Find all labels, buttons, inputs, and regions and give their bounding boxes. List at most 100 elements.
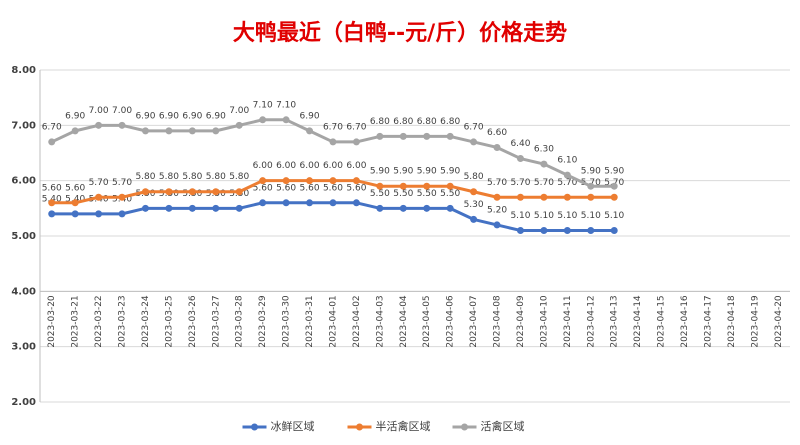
legend-label: 冰鲜区域 [271,419,315,433]
data-point [423,182,431,190]
data-label: 6.00 [276,161,296,171]
data-point [212,204,220,212]
data-point [493,143,501,151]
data-label: 5.70 [557,178,577,188]
data-point [282,116,290,124]
data-point [71,127,79,135]
data-label: 5.10 [581,211,601,221]
data-label: 5.10 [557,211,577,221]
data-label: 5.50 [393,189,413,199]
data-point [95,210,103,218]
data-point [493,221,501,229]
y-tick-label: 2.00 [11,397,36,408]
x-tick-label: 2023-04-16 [680,295,690,348]
data-label: 5.60 [323,183,343,193]
x-tick-label: 2023-04-02 [352,295,362,347]
data-label: 5.80 [159,172,179,182]
data-label: 6.70 [323,122,343,132]
data-label: 6.80 [417,117,437,127]
x-tick-label: 2023-03-21 [71,295,81,347]
data-label: 6.00 [253,161,273,171]
data-point [165,204,173,212]
data-point [376,182,384,190]
data-point [376,204,384,212]
data-label: 7.00 [229,106,249,116]
data-point [282,199,290,207]
x-tick-label: 2023-04-15 [657,295,667,347]
data-point [118,121,126,129]
data-point [376,132,384,140]
x-tick-label: 2023-04-18 [727,295,737,348]
data-point [118,210,126,218]
x-tick-label: 2023-04-05 [422,295,432,347]
data-label: 5.70 [534,178,554,188]
data-label: 6.90 [182,111,202,121]
y-tick-label: 6.00 [11,176,36,187]
data-label: 5.60 [300,183,320,193]
data-point [282,177,290,185]
data-point [141,188,149,196]
data-label: 5.50 [440,189,460,199]
x-tick-label: 2023-03-28 [235,295,245,348]
data-label: 6.90 [300,111,320,121]
data-point [141,204,149,212]
data-label: 5.90 [581,167,601,177]
data-point [306,177,314,185]
data-point [540,226,548,234]
data-label: 6.90 [65,111,85,121]
data-point [118,193,126,201]
data-point [587,193,595,201]
data-label: 6.00 [323,161,343,171]
x-tick-label: 2023-04-07 [469,295,479,347]
data-point [235,121,243,129]
data-point [329,177,337,185]
data-point [610,226,618,234]
data-label: 5.50 [370,189,390,199]
data-label: 5.10 [604,211,624,221]
data-point [423,132,431,140]
data-label: 6.70 [42,122,62,132]
data-point [259,177,267,185]
data-label: 5.80 [229,172,249,182]
data-label: 6.00 [346,161,366,171]
x-tick-label: 2023-04-12 [586,295,596,347]
x-tick-label: 2023-04-14 [633,295,643,348]
data-label: 5.60 [253,183,273,193]
data-label: 7.00 [112,106,132,116]
data-point [399,182,407,190]
data-point [306,127,314,135]
data-point [610,182,618,190]
data-point [212,188,220,196]
x-tick-label: 2023-03-20 [47,295,57,348]
data-point [563,193,571,201]
data-label: 5.90 [393,167,413,177]
data-point [470,188,478,196]
x-tick-label: 2023-04-10 [539,295,549,348]
data-label: 5.90 [440,167,460,177]
data-point [95,121,103,129]
data-label: 5.10 [510,211,530,221]
x-tick-label: 2023-03-25 [164,295,174,347]
data-point [71,210,79,218]
data-label: 5.90 [604,167,624,177]
legend-marker [461,423,468,431]
data-point [516,193,524,201]
data-point [516,155,524,163]
data-point [235,188,243,196]
data-point [71,199,79,207]
data-label: 6.80 [393,117,413,127]
data-point [212,127,220,135]
x-tick-label: 2023-04-03 [375,295,385,347]
data-label: 6.90 [206,111,226,121]
data-label: 5.90 [370,167,390,177]
x-tick-label: 2023-04-17 [703,295,713,347]
legend-label: 半活禽区域 [376,419,431,433]
data-label: 5.70 [112,178,132,188]
data-point [540,193,548,201]
x-tick-label: 2023-04-19 [750,295,760,348]
data-label: 7.10 [276,100,296,110]
data-label: 5.10 [534,211,554,221]
data-point [352,138,360,146]
data-label: 6.70 [464,122,484,132]
data-label: 5.50 [417,189,437,199]
